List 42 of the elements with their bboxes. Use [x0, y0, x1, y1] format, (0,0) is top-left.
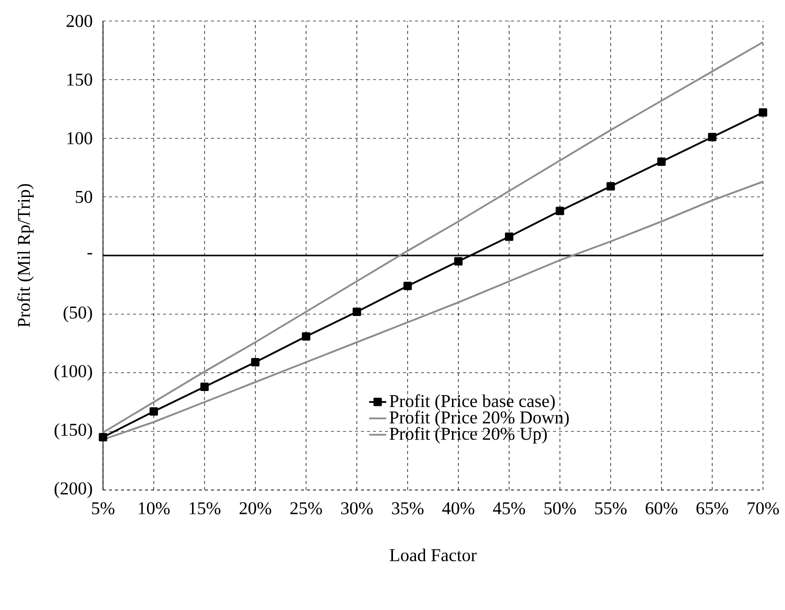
x-tick-label: 50% [544, 502, 576, 514]
x-tick-label: 40% [442, 502, 474, 514]
point [251, 358, 260, 366]
point [352, 308, 362, 316]
y-axis-title: Profit (Mil Rp/Trip) [17, 184, 34, 328]
x-tick-label: 55% [595, 502, 627, 514]
y-tick-label: 150 [67, 74, 92, 86]
point [302, 332, 310, 341]
y-tick-label: 100 [67, 132, 92, 144]
point [403, 282, 412, 290]
point [200, 382, 209, 392]
x-tick-label: 60% [646, 502, 678, 514]
point [606, 182, 615, 191]
x-tick-label: 10% [138, 502, 170, 514]
y-tick-label: 200 [66, 14, 92, 28]
x-tick-label: 30% [341, 502, 373, 514]
y-tick-label: (100) [54, 364, 92, 381]
x-tick-label: 35% [392, 502, 424, 514]
point [454, 257, 463, 266]
x-tick-label: 20% [240, 502, 272, 514]
point [504, 232, 514, 241]
y-tick-label: 50 [76, 190, 92, 203]
point [98, 433, 108, 442]
point [657, 157, 666, 166]
y-tick-label: (50) [64, 306, 92, 322]
legend-label: Profit (Price 20% Down) [390, 410, 569, 428]
legend-label: Profit (Price 20% Up) [390, 427, 547, 444]
x-axis-title: Load Factor [390, 548, 477, 562]
x-tick-label: 5% [92, 502, 114, 514]
x-tick-label: 15% [190, 502, 220, 514]
x-tick-label: 45% [493, 502, 526, 514]
x-tick-label: 65% [696, 502, 728, 514]
y-tick-label: - [87, 253, 92, 254]
point [150, 407, 158, 416]
x-tick-label: 25% [290, 502, 322, 514]
y-tick-label: (200) [54, 482, 92, 498]
x-tick-label: 70% [748, 502, 779, 514]
point [556, 206, 564, 216]
y-tick-label: (150) [54, 423, 92, 440]
point [758, 108, 768, 117]
point [708, 132, 716, 142]
legend-label: Profit (Price base case) [390, 394, 555, 411]
